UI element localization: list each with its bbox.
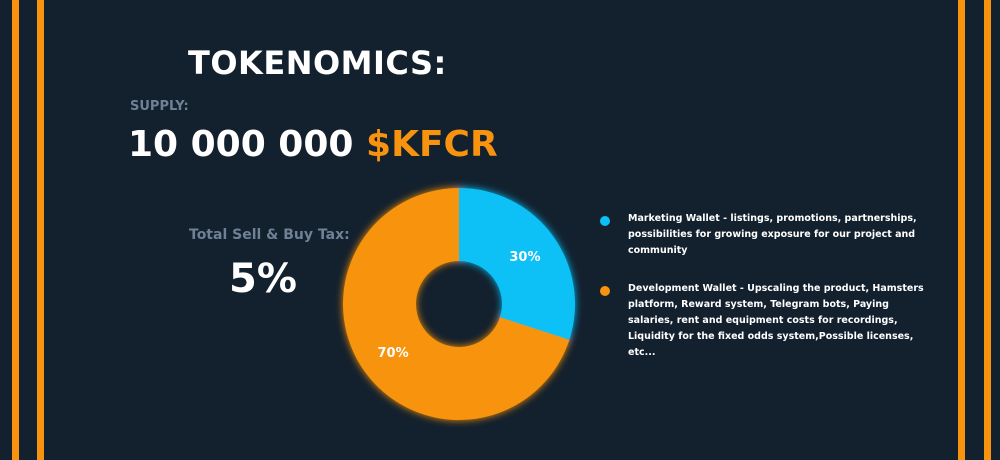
tax-label: Total Sell & Buy Tax: xyxy=(189,227,350,243)
marketing-dot-icon xyxy=(600,216,610,226)
supply-label: SUPPLY: xyxy=(130,99,189,114)
left-inner-stripe xyxy=(37,0,44,460)
slice-development xyxy=(343,188,570,420)
supply-amount: 10 000 000 xyxy=(128,124,354,165)
page-title: TOKENOMICS: xyxy=(188,44,447,82)
slice-label-marketing: 30% xyxy=(509,250,540,265)
supply-ticker: $KFCR xyxy=(366,124,498,165)
right-inner-stripe xyxy=(958,0,965,460)
left-outer-stripe xyxy=(12,0,19,460)
slice-marketing xyxy=(459,188,576,340)
legend-text-development: Development Wallet - Upscaling the produ… xyxy=(628,283,924,358)
legend-item-development: Development Wallet - Upscaling the produ… xyxy=(600,281,930,361)
chart-legend: Marketing Wallet - listings, promotions,… xyxy=(600,211,930,383)
legend-item-marketing: Marketing Wallet - listings, promotions,… xyxy=(600,211,930,259)
right-outer-stripe xyxy=(984,0,991,460)
slice-label-development: 70% xyxy=(378,346,409,361)
development-dot-icon xyxy=(600,286,610,296)
legend-text-marketing: Marketing Wallet - listings, promotions,… xyxy=(628,213,917,256)
tax-value: 5% xyxy=(229,256,297,302)
supply-value: 10 000 000 $KFCR xyxy=(128,124,498,165)
